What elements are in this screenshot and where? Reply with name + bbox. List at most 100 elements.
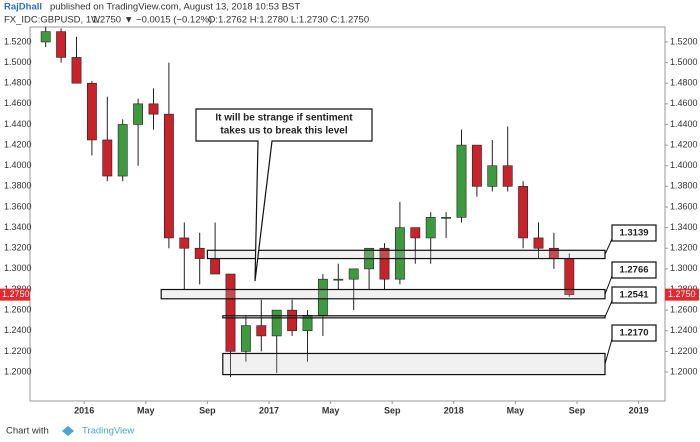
y-tick-label: 1.3000 bbox=[670, 263, 698, 273]
x-tick-label: May bbox=[137, 405, 155, 415]
candle-body bbox=[256, 325, 267, 337]
y-tick-label: 1.4400 bbox=[670, 119, 698, 129]
candle-body bbox=[518, 186, 529, 239]
y-tick-label: 1.3400 bbox=[670, 222, 698, 232]
y-tick-label: 1.2200 bbox=[670, 346, 698, 356]
callout bbox=[195, 108, 373, 282]
candle-body bbox=[148, 103, 159, 115]
candle-body bbox=[194, 247, 205, 259]
callout-text: takes us to break this level bbox=[220, 126, 348, 137]
y-tick-label: 1.4000 bbox=[670, 160, 698, 170]
y-tick-label: 1.3200 bbox=[670, 243, 698, 253]
y-tick-label: 1.3800 bbox=[670, 181, 698, 191]
x-tick-label: Sep bbox=[569, 405, 586, 415]
zone-label: 1.2170 bbox=[619, 328, 648, 339]
candle-body bbox=[40, 31, 51, 43]
candle-body bbox=[333, 278, 344, 281]
ohlc: O:1.2762 H:1.2780 L:1.2730 C:1.2750 bbox=[208, 15, 369, 26]
y-tick-label: 1.5200 bbox=[670, 36, 698, 46]
candle-body bbox=[163, 113, 174, 239]
candle-body bbox=[533, 237, 544, 249]
y-tick-label: 1.2200 bbox=[4, 346, 32, 356]
candle-body bbox=[86, 82, 97, 141]
y-tick-label: 1.5200 bbox=[4, 36, 32, 46]
published: published on TradingView.com, August 13,… bbox=[50, 2, 300, 13]
y-tick-label: 1.5000 bbox=[4, 57, 32, 67]
y-tick-label: 1.5000 bbox=[670, 57, 698, 67]
zone-label-box bbox=[611, 224, 657, 242]
candle-body bbox=[410, 227, 421, 239]
zone-label: 1.2541 bbox=[619, 290, 649, 301]
callout-text: It will be strange if sentiment bbox=[215, 113, 353, 124]
candle-body bbox=[71, 57, 82, 84]
last-price-tag bbox=[665, 288, 699, 301]
y-tick-label: 1.4400 bbox=[4, 119, 32, 129]
candle-body bbox=[117, 124, 128, 177]
candle-body bbox=[225, 273, 236, 352]
x-tick-label: 2016 bbox=[74, 405, 94, 415]
candle-body bbox=[471, 144, 482, 187]
y-tick-label: 1.2600 bbox=[4, 305, 32, 315]
x-tick-label: Sep bbox=[199, 405, 216, 415]
candle-body bbox=[456, 144, 467, 218]
y-tick-label: 1.4800 bbox=[670, 78, 698, 88]
zone-label: 1.2766 bbox=[619, 265, 648, 276]
zone bbox=[222, 315, 606, 319]
y-tick-label: 1.4600 bbox=[4, 98, 32, 108]
zone-pointer bbox=[604, 275, 613, 295]
zone-label-box bbox=[611, 261, 657, 279]
y-tick-label: 1.3000 bbox=[4, 263, 32, 273]
y-tick-label: 1.4000 bbox=[4, 160, 32, 170]
y-tick-label: 1.2000 bbox=[670, 366, 698, 376]
last: 1.2750 bbox=[92, 15, 121, 26]
symbol: FX_IDC:GBPUSD, 1W bbox=[4, 15, 100, 26]
zone-pointer bbox=[604, 338, 613, 365]
y-tick-label: 1.3400 bbox=[4, 222, 32, 232]
zone bbox=[160, 288, 606, 300]
candle-body bbox=[425, 217, 436, 239]
x-tick-label: 2017 bbox=[259, 405, 279, 415]
candle-body bbox=[379, 247, 390, 280]
x-tick-label: May bbox=[507, 405, 525, 415]
candle-body bbox=[441, 217, 452, 219]
author: RajDhall bbox=[4, 2, 42, 13]
x-tick-label: 2019 bbox=[629, 405, 649, 415]
candle-body bbox=[502, 165, 513, 187]
candle-body bbox=[56, 31, 67, 58]
candle-body bbox=[287, 309, 298, 332]
y-tick-label: 1.4600 bbox=[670, 98, 698, 108]
candle-body bbox=[271, 309, 282, 337]
y-tick-label: 1.2000 bbox=[4, 366, 32, 376]
y-tick-label: 1.3600 bbox=[4, 201, 32, 211]
candle-body bbox=[102, 139, 113, 177]
last-price-tag bbox=[0, 288, 30, 301]
candle-body bbox=[210, 258, 221, 275]
zone-pointer bbox=[604, 300, 613, 318]
zone-label-box bbox=[611, 286, 657, 304]
y-tick-label: 1.2400 bbox=[4, 325, 32, 335]
footer-text: Chart with bbox=[6, 426, 49, 437]
y-tick-label: 1.2600 bbox=[670, 305, 698, 315]
y-tick-label: 1.4200 bbox=[4, 139, 32, 149]
y-tick-label: 1.3800 bbox=[4, 181, 32, 191]
zone bbox=[222, 352, 606, 376]
x-tick-label: Sep bbox=[384, 405, 401, 415]
zone-label: 1.3139 bbox=[619, 228, 648, 239]
candle-body bbox=[133, 103, 144, 125]
candle-body bbox=[179, 237, 190, 249]
last-price-label: 1.2750 bbox=[668, 289, 696, 299]
last-price-label: 1.2750 bbox=[2, 289, 30, 299]
x-tick-label: 2018 bbox=[444, 405, 464, 415]
x-tick-label: May bbox=[322, 405, 340, 415]
footer-brand: TradingView bbox=[82, 426, 134, 437]
y-tick-label: 1.3600 bbox=[670, 201, 698, 211]
zone-pointer bbox=[604, 238, 613, 255]
y-tick-label: 1.2400 bbox=[670, 325, 698, 335]
zone-label-box bbox=[611, 324, 657, 342]
y-tick-label: 1.3200 bbox=[4, 243, 32, 253]
y-tick-label: 1.4200 bbox=[670, 139, 698, 149]
logo bbox=[62, 426, 74, 436]
y-tick-label: 1.4800 bbox=[4, 78, 32, 88]
